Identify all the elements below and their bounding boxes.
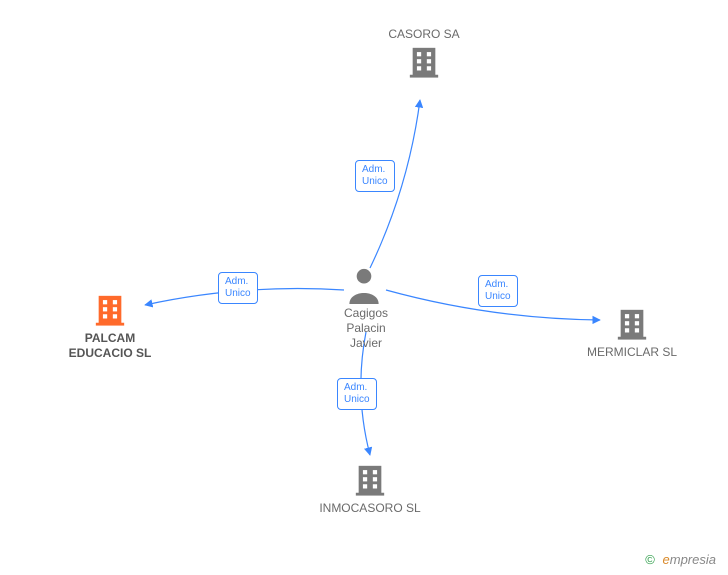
- company-label-palcam: PALCAM EDUCACIO SL: [40, 331, 180, 361]
- building-icon: [93, 293, 127, 327]
- edge-label-0: Adm. Unico: [355, 160, 395, 192]
- edge-label-1: Adm. Unico: [478, 275, 518, 307]
- edge-label-2: Adm. Unico: [337, 378, 377, 410]
- company-label-casoro: CASORO SA: [354, 27, 494, 42]
- company-label-inmocasoro: INMOCASORO SL: [300, 501, 440, 516]
- edge-label-3: Adm. Unico: [218, 272, 258, 304]
- building-icon: [353, 463, 387, 497]
- diagram-canvas: Cagigos Palacin Javier CASORO SA MERMICL…: [0, 0, 728, 575]
- watermark-rest: mpresia: [670, 552, 716, 567]
- watermark-first-letter: e: [663, 552, 670, 567]
- person-icon: [346, 266, 382, 304]
- copyright-symbol: ©: [645, 552, 655, 567]
- building-icon: [407, 45, 441, 79]
- watermark: © empresia: [645, 552, 716, 567]
- building-icon: [615, 307, 649, 341]
- center-node-label: Cagigos Palacin Javier: [336, 306, 396, 351]
- company-label-mermiclar: MERMICLAR SL: [562, 345, 702, 360]
